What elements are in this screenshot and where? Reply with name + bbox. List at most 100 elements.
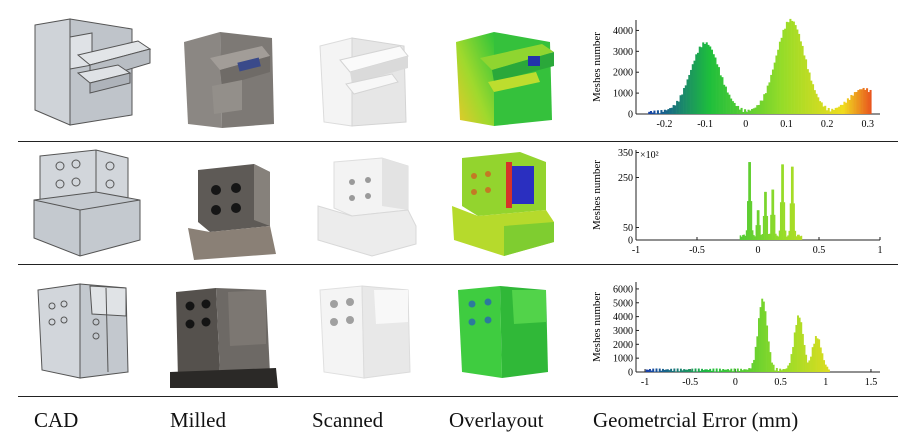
histogram-bar (718, 368, 721, 372)
histogram-x-tick-label: 0.5 (813, 245, 826, 256)
histogram-x-tick-label: -0.1 (697, 119, 713, 130)
histogram-bar (766, 325, 769, 372)
histogram-y-tick-label: 0 (628, 110, 633, 121)
histogram-bar (765, 191, 767, 240)
histogram-bar (788, 362, 791, 372)
histogram-bar (761, 100, 764, 114)
histogram-x-tick-label: 0 (743, 119, 748, 130)
histogram-bar (810, 356, 812, 372)
histogram-bar (817, 97, 820, 114)
caption-cad: CAD (34, 408, 79, 432)
histogram-bar (799, 236, 801, 240)
histogram-bar (798, 317, 801, 372)
histogram-bar (759, 100, 762, 114)
histogram-bar (767, 341, 770, 372)
histogram-bar (775, 367, 778, 372)
histogram-bar (758, 318, 760, 372)
histogram-bar (689, 370, 692, 372)
histogram-bar (649, 110, 652, 114)
histogram-bar (738, 371, 741, 372)
histogram-bar (715, 368, 718, 372)
histogram-bar (766, 215, 769, 240)
histogram-bar (651, 112, 654, 114)
histogram-bar (731, 101, 734, 114)
histogram-y-tick-label: 0 (628, 236, 633, 247)
histogram-bar (852, 95, 855, 114)
histogram-bar (676, 368, 679, 372)
histogram-y-tick-label: 3000 (613, 326, 633, 337)
histogram-bar (681, 94, 684, 114)
histogram-y-tick-label: 4000 (613, 312, 633, 323)
histogram-bar (762, 215, 765, 240)
histogram-bar (785, 21, 788, 114)
histogram-bar (727, 369, 730, 372)
histogram-bar (660, 110, 663, 114)
histogram-bar (816, 338, 819, 372)
histogram-bar (717, 371, 720, 372)
histogram-x-tick-label: 0.2 (821, 119, 834, 130)
histogram-bar (704, 369, 707, 372)
histogram-bar (719, 75, 722, 114)
scanned-model-row2 (312, 156, 422, 260)
histogram-bar (747, 201, 749, 240)
cad-model-row2 (30, 148, 150, 260)
histogram-bar (798, 234, 800, 240)
histogram-bar (746, 369, 749, 372)
histogram-bar (821, 353, 824, 372)
histogram-bar (672, 105, 675, 114)
histogram-bar (773, 62, 776, 114)
histogram-bar (832, 109, 835, 114)
scanned-model-row3 (312, 282, 420, 386)
histogram-bar (702, 370, 705, 372)
histogram-bar (796, 29, 799, 114)
histogram-bar (742, 234, 744, 240)
histogram-bar (756, 105, 759, 114)
histogram-bar (764, 93, 768, 114)
histogram-bar (777, 236, 780, 240)
histogram-bar (744, 109, 747, 114)
histogram-bar (684, 85, 687, 114)
histogram-ylabel: Meshes number (591, 160, 603, 230)
histogram-bar (679, 95, 682, 114)
histogram-bar (768, 82, 771, 114)
histogram-y-tick-label: 2000 (613, 68, 633, 79)
histogram-bar (764, 311, 767, 372)
histogram-bar (795, 236, 798, 240)
histogram-bar (684, 369, 687, 372)
histogram-bar (723, 369, 726, 372)
histogram-bar (773, 214, 776, 240)
milled-photo-row3 (170, 284, 282, 388)
histogram-bar (793, 203, 795, 240)
scanned-model-row1 (312, 22, 417, 132)
histogram-bar (652, 368, 655, 372)
histogram-bar (782, 368, 785, 372)
caption-scanned: Scanned (312, 408, 384, 432)
histogram-bar (831, 108, 834, 114)
histogram-x-tick-label: 0.1 (780, 119, 793, 130)
histogram-bar (797, 234, 799, 240)
histogram-y-tick-label: 350 (618, 148, 633, 159)
histogram-bar (756, 210, 759, 240)
histogram-bar (670, 368, 673, 372)
histogram-bar (761, 234, 764, 240)
histogram-bar (787, 365, 790, 372)
histogram-bar (751, 230, 754, 240)
histogram-bar (745, 112, 748, 114)
histogram-bar (838, 106, 841, 114)
histogram-bar (798, 33, 801, 114)
histogram-bar (741, 370, 744, 372)
histogram-bar (688, 74, 691, 114)
histogram-bar (822, 106, 825, 114)
histogram-bar (649, 368, 651, 372)
histogram-bar (801, 45, 804, 114)
histogram-bar (753, 235, 755, 240)
histogram-bar (806, 69, 809, 114)
histogram-bar (825, 110, 829, 114)
histogram-x-tick-label: -1 (632, 245, 640, 256)
histogram-bar (770, 74, 773, 114)
histogram-bar (691, 368, 694, 372)
histogram-bar (823, 360, 825, 372)
histogram-bar (709, 46, 712, 114)
histogram-bar (857, 90, 860, 114)
